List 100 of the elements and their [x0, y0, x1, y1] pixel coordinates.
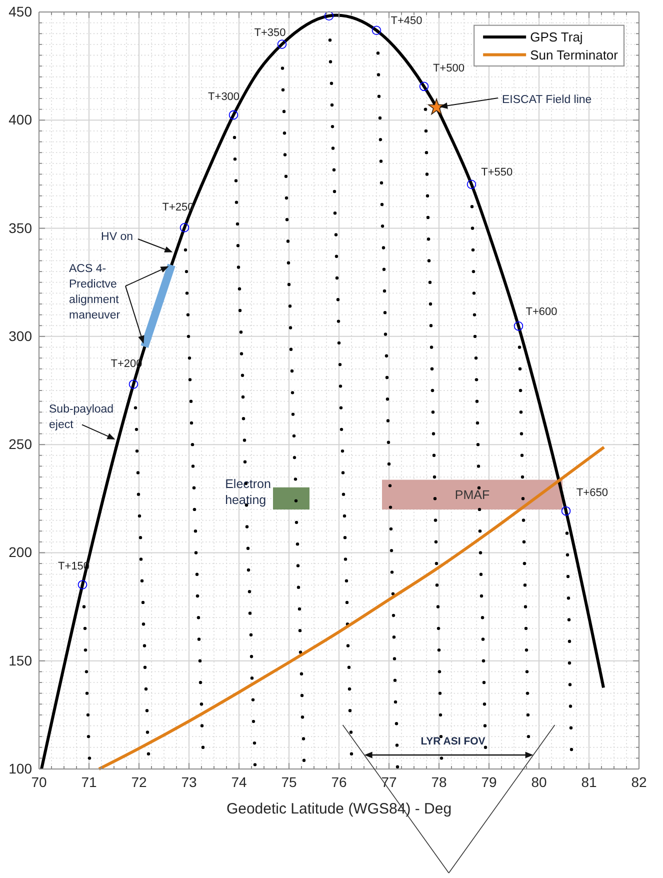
- point: [476, 421, 480, 425]
- point: [480, 616, 484, 620]
- data-label: T+350: [254, 27, 286, 40]
- point: [570, 748, 574, 752]
- point: [328, 38, 332, 42]
- point: [471, 248, 475, 252]
- point: [296, 542, 300, 546]
- point: [436, 605, 440, 608]
- point: [85, 692, 89, 695]
- point: [78, 580, 88, 590]
- point: [340, 428, 344, 432]
- point: [526, 692, 530, 695]
- point: [286, 240, 290, 243]
- point: [337, 341, 341, 345]
- point: [395, 744, 399, 747]
- point: [524, 648, 528, 652]
- point: [473, 334, 477, 338]
- point: [388, 484, 392, 488]
- point: [524, 626, 528, 630]
- point: [482, 680, 486, 684]
- point: [470, 226, 474, 230]
- point: [427, 259, 431, 262]
- data-label: T+450: [390, 15, 422, 28]
- point: [330, 125, 334, 128]
- point: [84, 648, 88, 652]
- annotation: LYR ASI FOV: [420, 736, 486, 748]
- point: [484, 746, 488, 749]
- point: [253, 763, 257, 766]
- point: [474, 356, 478, 360]
- point: [198, 680, 202, 684]
- point: [228, 110, 238, 120]
- point: [184, 248, 188, 252]
- point: [428, 98, 445, 115]
- point: [466, 180, 476, 190]
- point: [382, 268, 386, 271]
- point: [347, 666, 351, 669]
- point: [520, 475, 524, 479]
- point: [426, 194, 430, 198]
- point: [138, 536, 142, 540]
- point: [82, 605, 86, 608]
- x-tick-label: 81: [581, 774, 597, 790]
- point: [567, 618, 571, 622]
- point: [324, 11, 334, 21]
- y-tick-label: 450: [8, 3, 32, 20]
- point: [332, 168, 336, 172]
- point: [472, 270, 476, 274]
- point: [196, 616, 200, 620]
- point: [142, 622, 146, 626]
- point: [197, 638, 201, 641]
- point: [480, 594, 484, 598]
- point: [514, 321, 524, 331]
- data-label: T+550: [481, 166, 513, 179]
- point: [246, 546, 250, 550]
- point: [482, 702, 486, 706]
- point: [234, 200, 238, 204]
- point: [246, 568, 250, 572]
- point: [482, 659, 486, 662]
- point: [433, 497, 437, 500]
- point: [386, 398, 390, 401]
- point: [88, 756, 92, 760]
- y-tick-label: 100: [8, 760, 32, 776]
- point: [290, 391, 294, 394]
- point: [470, 205, 474, 208]
- point: [430, 346, 434, 349]
- point: [201, 746, 205, 749]
- point: [474, 378, 478, 382]
- y-tick-label: 300: [8, 328, 32, 344]
- legend-label: GPS Traj: [530, 30, 583, 45]
- point: [434, 562, 438, 566]
- point: [236, 222, 240, 226]
- point: [483, 724, 487, 728]
- point: [440, 756, 444, 760]
- point: [287, 282, 291, 286]
- x-tick-label: 79: [481, 774, 497, 790]
- point: [436, 626, 440, 630]
- point: [236, 266, 240, 269]
- point: [350, 752, 354, 756]
- point: [438, 670, 442, 674]
- point: [424, 150, 428, 154]
- point: [194, 529, 198, 533]
- point: [330, 103, 334, 107]
- point: [377, 94, 381, 98]
- point: [568, 661, 572, 665]
- point: [524, 605, 528, 608]
- point: [477, 486, 481, 490]
- point: [288, 326, 292, 330]
- point: [192, 486, 196, 490]
- point: [523, 584, 527, 587]
- point: [284, 174, 288, 178]
- point: [291, 412, 295, 416]
- point: [294, 520, 298, 524]
- annotation: ACS 4- Predictve alignment maneuver: [69, 262, 120, 322]
- point: [198, 659, 202, 662]
- point: [134, 406, 138, 410]
- point: [438, 692, 442, 695]
- point: [382, 246, 386, 250]
- point: [478, 508, 482, 512]
- point: [566, 574, 570, 578]
- point: [392, 635, 396, 639]
- point: [348, 709, 352, 712]
